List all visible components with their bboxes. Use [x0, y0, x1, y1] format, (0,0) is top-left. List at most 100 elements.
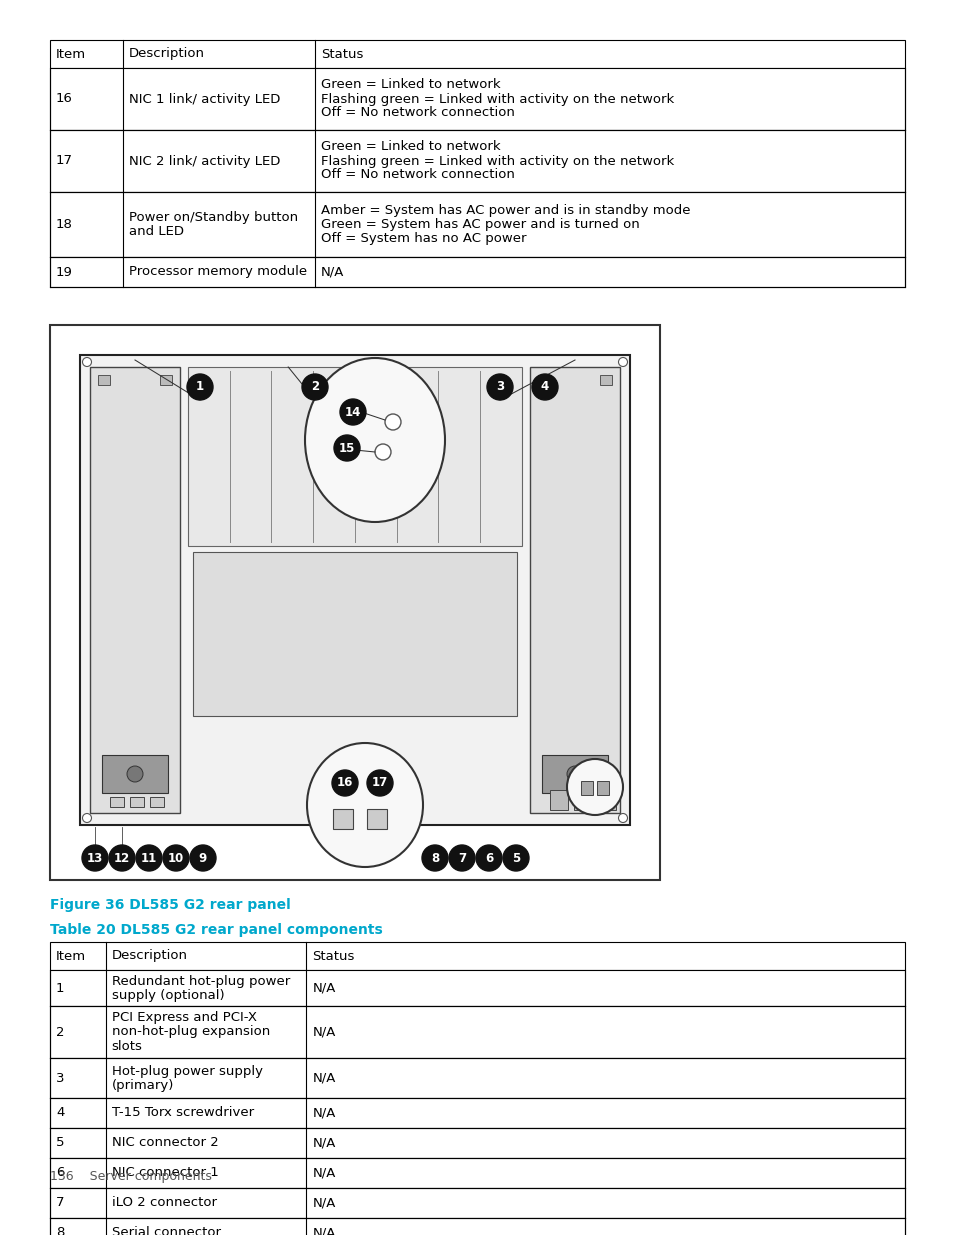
Text: 15: 15	[338, 441, 355, 454]
Bar	[530, 367, 619, 813]
Bar	[50, 1158, 904, 1188]
Text: 7: 7	[457, 851, 466, 864]
Circle shape	[367, 769, 393, 797]
Text: N/A: N/A	[313, 1025, 335, 1039]
Bar	[98, 375, 110, 385]
Bar	[50, 942, 904, 969]
Bar	[50, 1128, 904, 1158]
Text: and LED: and LED	[129, 225, 184, 238]
Text: T-15 Torx screwdriver: T-15 Torx screwdriver	[112, 1107, 253, 1119]
Circle shape	[532, 374, 558, 400]
Text: 6: 6	[484, 851, 493, 864]
Text: Amber = System has AC power and is in standby mode: Amber = System has AC power and is in st…	[321, 204, 690, 217]
Circle shape	[566, 760, 622, 815]
Ellipse shape	[307, 743, 422, 867]
Text: PCI Express and PCI-X: PCI Express and PCI-X	[112, 1011, 256, 1025]
Bar	[50, 325, 659, 881]
Text: Item: Item	[56, 950, 86, 962]
Circle shape	[127, 766, 143, 782]
Text: 4: 4	[540, 380, 549, 394]
Bar	[50, 969, 904, 1007]
Text: N/A: N/A	[313, 1072, 335, 1084]
Bar	[50, 191, 904, 257]
Bar	[333, 809, 353, 829]
Text: Green = Linked to network: Green = Linked to network	[321, 79, 500, 91]
Text: 136    Server components: 136 Server components	[50, 1170, 212, 1183]
Bar	[90, 367, 180, 813]
Text: 8: 8	[431, 851, 438, 864]
Circle shape	[486, 374, 513, 400]
Text: 3: 3	[496, 380, 503, 394]
Text: iLO 2 connector: iLO 2 connector	[112, 1197, 216, 1209]
Bar	[541, 755, 607, 793]
Bar	[599, 375, 612, 385]
Bar	[50, 1098, 904, 1128]
Text: 5: 5	[56, 1136, 65, 1150]
Bar	[150, 797, 164, 806]
Bar	[50, 257, 904, 287]
Bar	[80, 354, 629, 825]
Text: 8: 8	[56, 1226, 64, 1235]
Text: 19: 19	[56, 266, 72, 279]
Text: Flashing green = Linked with activity on the network: Flashing green = Linked with activity on…	[321, 154, 674, 168]
Text: 5: 5	[512, 851, 519, 864]
Text: 2: 2	[311, 380, 318, 394]
Text: N/A: N/A	[313, 1226, 335, 1235]
Circle shape	[449, 845, 475, 871]
Text: 7: 7	[56, 1197, 65, 1209]
Bar	[193, 552, 517, 716]
Bar	[574, 790, 592, 810]
Text: N/A: N/A	[313, 1167, 335, 1179]
Text: N/A: N/A	[313, 1136, 335, 1150]
Circle shape	[618, 357, 627, 367]
Circle shape	[109, 845, 135, 871]
Bar	[537, 375, 550, 385]
Text: Green = Linked to network: Green = Linked to network	[321, 141, 500, 153]
Text: Off = System has no AC power: Off = System has no AC power	[321, 232, 526, 245]
Bar	[160, 375, 172, 385]
Circle shape	[82, 357, 91, 367]
Text: Hot-plug power supply: Hot-plug power supply	[112, 1065, 262, 1077]
Circle shape	[421, 845, 448, 871]
Text: Power on/Standby button: Power on/Standby button	[129, 211, 297, 224]
Text: Serial connector: Serial connector	[112, 1226, 220, 1235]
Bar	[580, 781, 593, 795]
Text: 6: 6	[56, 1167, 64, 1179]
Circle shape	[334, 435, 359, 461]
Text: NIC 1 link/ activity LED: NIC 1 link/ activity LED	[129, 93, 280, 105]
Circle shape	[136, 845, 162, 871]
Circle shape	[618, 814, 627, 823]
Bar	[188, 367, 521, 546]
Bar	[550, 790, 567, 810]
Text: 10: 10	[168, 851, 184, 864]
Text: 12: 12	[113, 851, 130, 864]
Text: 3: 3	[56, 1072, 65, 1084]
Bar	[597, 781, 608, 795]
Text: N/A: N/A	[313, 1197, 335, 1209]
Circle shape	[82, 845, 108, 871]
Text: N/A: N/A	[313, 982, 335, 994]
Text: 17: 17	[372, 777, 388, 789]
Circle shape	[385, 414, 400, 430]
Text: N/A: N/A	[321, 266, 344, 279]
Circle shape	[82, 814, 91, 823]
Circle shape	[190, 845, 215, 871]
Circle shape	[339, 399, 366, 425]
Text: 14: 14	[344, 405, 361, 419]
Text: Description: Description	[112, 950, 188, 962]
Bar	[50, 40, 904, 68]
Circle shape	[375, 445, 391, 459]
Text: N/A: N/A	[313, 1107, 335, 1119]
Text: 1: 1	[195, 380, 204, 394]
Text: Off = No network connection: Off = No network connection	[321, 106, 515, 120]
Text: 17: 17	[56, 154, 73, 168]
Text: Green = System has AC power and is turned on: Green = System has AC power and is turne…	[321, 219, 639, 231]
Text: slots: slots	[112, 1040, 142, 1052]
Bar	[110, 797, 124, 806]
Ellipse shape	[305, 358, 444, 522]
Text: non-hot-plug expansion: non-hot-plug expansion	[112, 1025, 270, 1039]
Text: 9: 9	[198, 851, 207, 864]
Text: Figure 36 DL585 G2 rear panel: Figure 36 DL585 G2 rear panel	[50, 898, 291, 911]
Text: Redundant hot-plug power: Redundant hot-plug power	[112, 974, 290, 988]
Bar	[50, 68, 904, 130]
